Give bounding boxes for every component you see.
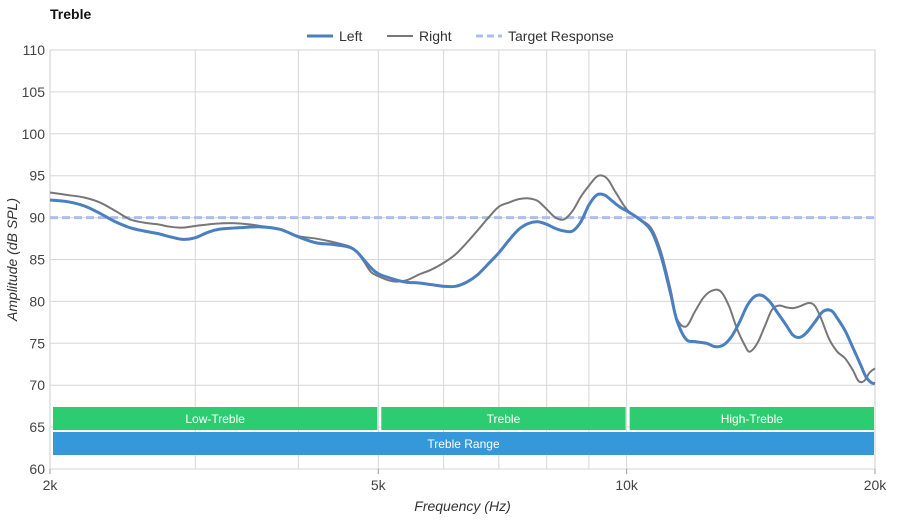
band-treble-range — [53, 432, 874, 455]
band-label-low-treble: Low-Treble — [185, 412, 245, 426]
y-tick-label: 80 — [29, 293, 45, 309]
series-line-right — [49, 174, 876, 384]
y-tick-label: 60 — [29, 461, 45, 477]
x-tick-label: 5k — [371, 477, 387, 493]
series-line-left — [49, 192, 876, 386]
chart-title: Treble — [50, 6, 92, 22]
frequency-bands: Low-Treble Treble High-Treble Treble Range — [53, 407, 874, 455]
y-tick-label: 85 — [29, 252, 45, 268]
legend-label-right: Right — [419, 28, 452, 44]
series-lines — [49, 174, 876, 386]
x-tick-label: 10k — [615, 477, 639, 493]
band-label-treble-range: Treble Range — [427, 437, 500, 451]
band-label-high-treble: High-Treble — [721, 412, 784, 426]
legend-label-target-response: Target Response — [508, 28, 614, 44]
axes: 60 65 70 75 80 85 90 95 100 105 110 2k 5k 10k 20k Frequ… — [4, 42, 887, 514]
y-tick-label: 105 — [22, 84, 46, 100]
band-treble — [381, 407, 626, 430]
y-tick-label: 75 — [29, 335, 45, 351]
grid — [49, 49, 876, 470]
y-tick-label: 65 — [29, 419, 45, 435]
legend: Left Right Target Response — [307, 28, 614, 44]
y-tick-label: 90 — [29, 210, 45, 226]
legend-label-left: Left — [339, 28, 362, 44]
y-tick-label: 95 — [29, 168, 45, 184]
y-tick-label: 100 — [22, 126, 46, 142]
band-label-treble: Treble — [487, 412, 521, 426]
band-high-treble — [629, 407, 874, 430]
x-axis-title: Frequency (Hz) — [414, 498, 510, 514]
x-tick-label: 2k — [43, 477, 59, 493]
y-axis-title: Amplitude (dB SPL) — [4, 198, 20, 322]
band-low-treble — [53, 407, 378, 430]
y-tick-label: 70 — [29, 377, 45, 393]
y-tick-label: 110 — [23, 42, 46, 58]
x-tick-label: 20k — [864, 477, 888, 493]
